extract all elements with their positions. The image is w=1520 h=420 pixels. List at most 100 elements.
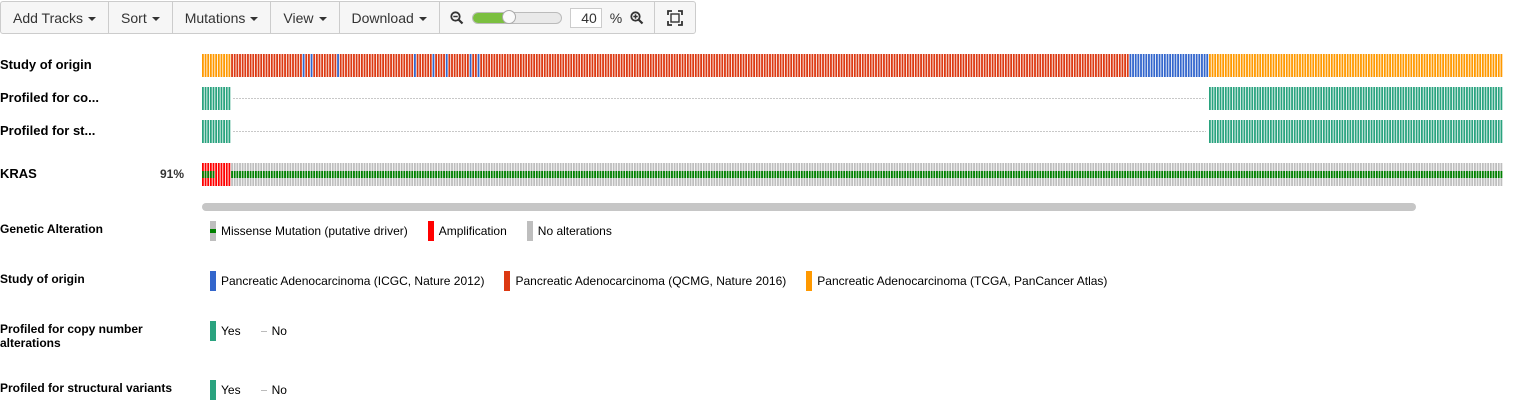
- study-cell: [538, 54, 541, 77]
- kras-missense-mark: [1399, 171, 1402, 178]
- profiled-sv-cell: [1280, 120, 1283, 143]
- study-cell: [217, 54, 220, 77]
- zoom-slider-handle[interactable]: [501, 9, 516, 24]
- kras-missense-mark: [586, 171, 589, 178]
- kras-missense-mark: [376, 171, 379, 178]
- kras-missense-mark: [1251, 171, 1254, 178]
- kras-missense-mark: [1423, 171, 1426, 178]
- legend-label-no-alterations: No alterations: [537, 224, 612, 238]
- study-cell: [1126, 54, 1129, 77]
- profiled-sv-cell: [1407, 120, 1410, 143]
- kras-missense-mark: [1293, 171, 1296, 178]
- kras-missense-mark: [1434, 171, 1437, 178]
- kras-missense-mark: [1177, 171, 1179, 178]
- kras-missense-mark: [403, 171, 406, 178]
- kras-missense-mark: [1068, 171, 1071, 178]
- zoom-in-icon[interactable]: [630, 10, 644, 25]
- study-cell: [1031, 54, 1034, 77]
- kras-missense-mark: [1018, 171, 1020, 178]
- download-button[interactable]: Download: [340, 2, 440, 33]
- study-cell: [843, 54, 846, 77]
- profiled-cna-cell: [1375, 87, 1378, 110]
- profiled-cna-cell: [1224, 87, 1227, 110]
- study-cell: [292, 54, 294, 77]
- profiled-cna-cell: [1466, 87, 1468, 110]
- study-cell: [379, 54, 382, 77]
- profiled-sv-cell: [1466, 120, 1468, 143]
- study-cell: [1132, 54, 1134, 77]
- profiled-sv-cell: [202, 120, 204, 143]
- profiled-sv-cell: [1317, 120, 1320, 143]
- study-cell: [1193, 54, 1195, 77]
- profiled-sv-cell: [1487, 120, 1490, 143]
- study-cell: [875, 54, 877, 77]
- kras-missense-mark: [1394, 171, 1397, 178]
- kras-missense-mark: [1187, 171, 1190, 178]
- profiled-sv-cell: [209, 120, 212, 143]
- zoom-input[interactable]: 40: [569, 7, 602, 28]
- kras-missense-mark: [339, 171, 342, 178]
- kras-missense-mark: [435, 171, 437, 178]
- kras-missense-mark: [583, 171, 586, 178]
- view-button[interactable]: View: [271, 2, 340, 33]
- study-cell: [1256, 54, 1259, 77]
- profiled-cna-cell: [1230, 87, 1232, 110]
- profiled-sv-cell: [1399, 120, 1402, 143]
- study-cell: [1468, 54, 1471, 77]
- kras-missense-mark: [891, 171, 893, 178]
- kras-missense-mark: [241, 171, 244, 178]
- kras-missense-mark: [1291, 171, 1293, 178]
- kras-missense-mark: [962, 171, 965, 178]
- track-label-kras[interactable]: KRAS: [0, 166, 37, 181]
- kras-missense-mark: [1336, 171, 1338, 178]
- kras-missense-mark: [459, 171, 461, 178]
- legend-item-cna-no: No: [260, 324, 287, 338]
- mutations-button[interactable]: Mutations: [173, 2, 272, 33]
- study-cell: [1431, 54, 1434, 77]
- kras-missense-mark: [875, 171, 877, 178]
- sort-button[interactable]: Sort: [109, 2, 173, 33]
- study-cell: [641, 54, 644, 77]
- kras-missense-mark: [792, 171, 795, 178]
- fit-to-screen-button[interactable]: [655, 2, 695, 33]
- kras-missense-mark: [681, 171, 684, 178]
- study-cell: [1460, 54, 1463, 77]
- kras-missense-mark: [1055, 171, 1058, 178]
- study-cell: [260, 54, 263, 77]
- zoom-out-icon[interactable]: [450, 10, 464, 25]
- kras-missense-mark: [1325, 171, 1328, 178]
- kras-missense-mark: [411, 171, 414, 178]
- profiled-cna-cell: [1476, 87, 1479, 110]
- kras-missense-mark: [305, 171, 308, 178]
- profiled-cna-cell: [1455, 87, 1458, 110]
- sort-label: Sort: [121, 9, 147, 26]
- kras-missense-mark: [1439, 171, 1442, 178]
- kras-missense-mark: [1161, 171, 1164, 178]
- track-label-profiled-cna[interactable]: Profiled for co...: [0, 90, 99, 105]
- kras-missense-mark: [1235, 171, 1238, 178]
- zoom-slider[interactable]: [471, 9, 562, 24]
- study-cell: [286, 54, 289, 77]
- legend-label-cna-yes: Yes: [221, 324, 241, 338]
- kras-missense-mark: [949, 171, 952, 178]
- profiled-cna-cell: [1246, 87, 1248, 110]
- study-cell: [1105, 54, 1108, 77]
- kras-missense-mark: [867, 171, 869, 178]
- kras-missense-mark: [1216, 171, 1219, 178]
- profiled-sv-cell: [1378, 120, 1381, 143]
- study-cell: [676, 54, 679, 77]
- kras-missense-mark: [1110, 171, 1113, 178]
- kras-cell-amplified: [220, 163, 223, 186]
- kras-missense-mark: [406, 171, 408, 178]
- study-cell: [737, 54, 740, 77]
- legend-label-amplification: Amplification: [438, 224, 507, 238]
- track-label-profiled-sv[interactable]: Profiled for st...: [0, 123, 96, 138]
- horizontal-scrollbar[interactable]: [202, 203, 1416, 211]
- legend-label-sv-no: No: [271, 383, 287, 397]
- kras-missense-mark: [612, 171, 615, 178]
- add-tracks-button[interactable]: Add Tracks: [1, 2, 110, 33]
- oncoprint-grid[interactable]: [0, 0, 1520, 200]
- study-cell: [898, 54, 901, 77]
- profiled-sv-cell: [1479, 120, 1482, 143]
- track-label-study-of-origin[interactable]: Study of origin: [0, 57, 92, 72]
